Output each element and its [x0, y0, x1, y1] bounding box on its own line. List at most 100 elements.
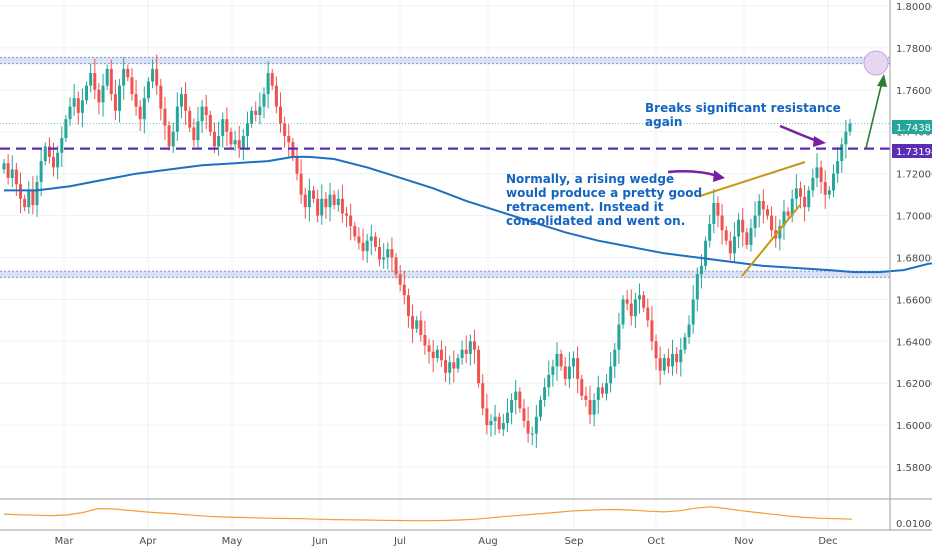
candle-body — [807, 190, 811, 208]
candle-body — [633, 299, 637, 317]
candle-body — [278, 106, 282, 124]
candle-body — [749, 228, 753, 245]
y-tick-label: 1.66000 — [896, 295, 932, 306]
candle-body — [324, 198, 328, 208]
candle-body — [93, 73, 97, 90]
candle-body — [497, 416, 501, 430]
note1-line3: retracement. Instead it — [506, 200, 664, 214]
note1-line1: Normally, a rising wedge — [506, 172, 674, 186]
candle-body — [2, 163, 6, 170]
note1-line4: consolidated and went on. — [506, 214, 685, 228]
note2-line2: again — [645, 115, 682, 129]
candle-body — [254, 110, 258, 115]
candle-body — [551, 366, 555, 375]
candle-body — [237, 140, 241, 149]
candle-body — [398, 274, 402, 285]
candle-body — [629, 303, 633, 317]
last-price-tag: 1.74385 — [892, 120, 932, 134]
candle-body — [831, 173, 835, 191]
candle-body — [848, 123, 852, 132]
support-price-tag: 1.73194 — [892, 144, 932, 158]
candle-body — [472, 341, 476, 350]
candle-body — [151, 68, 155, 82]
y-tick-label: 1.58000 — [896, 463, 932, 474]
purple-arrow-2 — [779, 124, 826, 147]
candle-body — [283, 123, 287, 136]
note2-line1: Breaks significant resistance — [645, 101, 841, 115]
candle-body — [353, 226, 357, 237]
candle-body — [101, 85, 105, 103]
candle-body — [320, 198, 324, 216]
candle-body — [373, 236, 377, 247]
candle-body — [122, 68, 126, 86]
candle-body — [159, 85, 163, 109]
candle-body — [543, 387, 547, 400]
candle-body — [245, 123, 249, 136]
candle-body — [823, 182, 827, 195]
candle-body — [559, 353, 563, 367]
candle-body — [642, 295, 646, 308]
candle-body — [212, 131, 216, 147]
candle-body — [85, 85, 89, 101]
candle-body — [382, 257, 386, 260]
candle-body — [130, 77, 134, 95]
candle-body — [109, 68, 113, 95]
candle-body — [233, 140, 237, 145]
candle-body — [745, 232, 749, 245]
candle-body — [47, 146, 51, 157]
candle-body — [184, 94, 188, 111]
candle-body — [720, 215, 724, 231]
candle-body — [402, 284, 406, 296]
candle-body — [464, 349, 468, 354]
candle-body — [423, 335, 427, 346]
candle-body — [671, 353, 675, 367]
candle-body — [815, 167, 819, 178]
candle-body — [56, 152, 60, 168]
target-circle — [863, 50, 889, 76]
candle-body — [68, 106, 72, 120]
candle-body — [526, 420, 530, 434]
candle-body — [10, 169, 14, 178]
candle-body — [580, 379, 584, 396]
candle-body — [646, 307, 650, 321]
y-tick-label: 1.80000 — [896, 2, 932, 13]
candle-body — [142, 98, 146, 120]
candle-body — [439, 349, 443, 361]
candle-body — [514, 391, 518, 400]
x-tick-label: Jul — [393, 536, 406, 547]
candle-body — [786, 211, 790, 216]
candle-body — [19, 184, 23, 199]
candle-body — [217, 135, 221, 147]
candle-body — [621, 299, 625, 325]
candle-body — [316, 198, 320, 216]
zone-fill — [0, 271, 890, 278]
purple-arrow-1 — [667, 169, 725, 182]
wedge-upper-line — [699, 161, 806, 197]
candle-body — [270, 73, 274, 86]
candle-body — [307, 190, 311, 208]
indicator-line — [3, 506, 853, 522]
candle-body — [299, 173, 303, 195]
candle-body — [357, 236, 361, 243]
candle-body — [332, 194, 336, 206]
y-tick-label: 1.78000 — [896, 44, 932, 55]
candle-body — [819, 167, 823, 183]
candle-body — [728, 240, 732, 254]
candle-body — [23, 198, 27, 208]
candle-body — [761, 200, 765, 210]
candle-body — [419, 320, 423, 336]
x-tick-label: Nov — [734, 536, 754, 547]
candle-body — [798, 188, 802, 197]
green-target-arrow — [865, 74, 887, 149]
candle-body — [295, 156, 299, 174]
candle-body — [361, 242, 365, 252]
x-tick-label: Aug — [478, 536, 498, 547]
candle-body — [666, 358, 670, 367]
x-tick-label: Dec — [818, 536, 837, 547]
candle-body — [134, 94, 138, 107]
candle-body — [753, 215, 757, 229]
x-tick-label: Mar — [55, 536, 75, 547]
candle-body — [650, 320, 654, 342]
x-tick-label: May — [222, 536, 243, 547]
